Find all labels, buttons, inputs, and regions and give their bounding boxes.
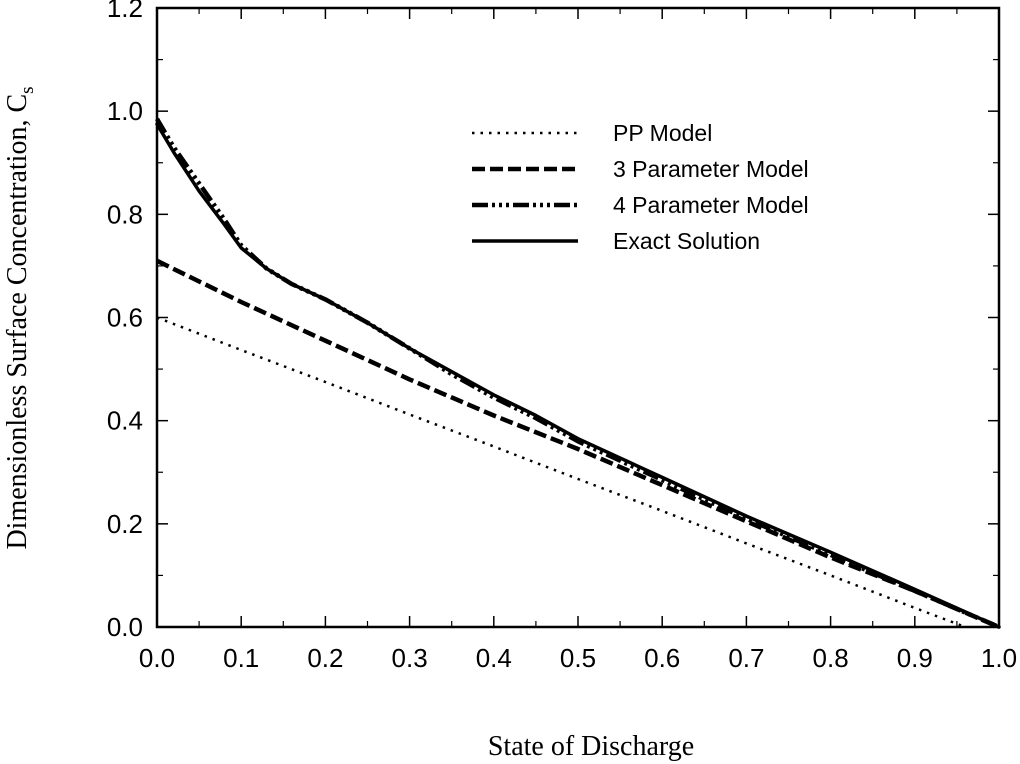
- y-tick-label: 0.0: [107, 612, 143, 642]
- y-tick-label: 1.0: [107, 96, 143, 126]
- x-tick-label: 0.0: [139, 643, 175, 673]
- x-tick-label: 0.6: [644, 643, 680, 673]
- series-3-parameter-model: [156, 258, 1000, 630]
- legend-label-3-parameter-model: 3 Parameter Model: [613, 156, 809, 182]
- series-4-parameter-model: [155, 117, 1000, 630]
- y-axis-title: Dimensionless Surface Concentration, Cs: [2, 86, 38, 549]
- x-tick-label: 0.3: [392, 643, 428, 673]
- series-exact-solution: [155, 122, 1001, 629]
- x-tick-label: 0.4: [476, 643, 512, 673]
- x-tick-label: 0.8: [813, 643, 849, 673]
- y-tick-label: 1.2: [107, 0, 143, 23]
- legend-label-4-parameter-model: 4 Parameter Model: [613, 192, 809, 218]
- tick-labels: 0.0 0.1 0.2 0.3 0.4 0.5 0.6 0.7 0.8 0.9 1.0 0.0 0.2 0…: [107, 0, 1017, 673]
- legend: PP Model 3 Parameter Model 4 Parameter Mod…: [472, 120, 809, 254]
- y-tick-label: 0.6: [107, 303, 143, 333]
- legend-label-pp-model: PP Model: [613, 120, 712, 146]
- plot-frame: [155, 6, 1001, 629]
- y-tick-label: 0.4: [107, 406, 143, 436]
- x-tick-label: 0.7: [728, 643, 764, 673]
- axis-ticks: [156, 7, 1000, 628]
- series-group: [155, 117, 1001, 630]
- legend-label-exact-solution: Exact Solution: [613, 228, 760, 254]
- y-tick-label: 0.2: [107, 509, 143, 539]
- y-axis-title-main: Dimensionless Surface Concentration, C: [2, 94, 33, 550]
- series-pp-model: [156, 316, 966, 629]
- x-tick-label: 0.9: [897, 643, 933, 673]
- x-tick-label: 1.0: [981, 643, 1017, 673]
- x-tick-label: 0.5: [560, 643, 596, 673]
- x-tick-label: 0.1: [223, 643, 259, 673]
- y-axis-title-subscript: s: [17, 86, 38, 93]
- y-tick-label: 0.8: [107, 199, 143, 229]
- x-axis-title: State of Discharge: [488, 731, 694, 762]
- x-tick-label: 0.2: [307, 643, 343, 673]
